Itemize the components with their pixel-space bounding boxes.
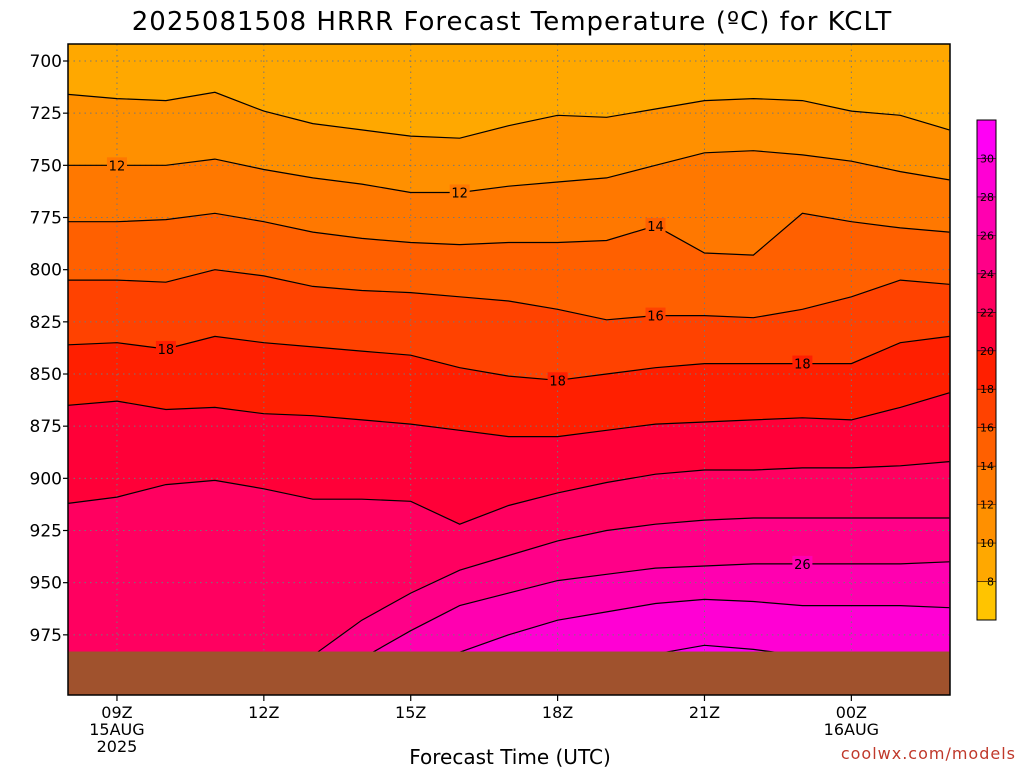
colorbar-label: 14 — [980, 460, 994, 473]
colorbar-swatch — [977, 196, 996, 236]
y-tick-label: 825 — [30, 313, 62, 333]
colorbar-label: 8 — [987, 576, 994, 589]
colorbar-label: 16 — [980, 422, 994, 435]
colorbar-swatch — [977, 504, 996, 544]
credit-text: coolwx.com/models — [841, 744, 1016, 763]
contour-label-bg — [645, 217, 666, 234]
ground-layer — [68, 651, 950, 695]
contour-14 — [68, 212, 950, 256]
contour-label: 16 — [647, 310, 664, 325]
ground-surface — [68, 651, 950, 695]
y-tick-label: 900 — [30, 469, 62, 489]
y-tick-label: 850 — [30, 365, 62, 385]
contour-16 — [68, 269, 950, 321]
y-tick-label: 950 — [30, 574, 62, 594]
contour-label: 14 — [647, 220, 664, 235]
colorbar-swatch — [977, 235, 996, 275]
contour-22 — [68, 461, 950, 525]
colorbar-swatch — [977, 543, 996, 583]
colorbar-swatch — [977, 389, 996, 429]
contour-label-bg — [792, 555, 813, 572]
colorbar-label: 22 — [980, 306, 994, 319]
contour-label: 18 — [794, 358, 811, 373]
colorbar-label: 10 — [980, 537, 994, 550]
colorbar-swatch — [977, 273, 996, 313]
y-tick-label: 725 — [30, 104, 62, 124]
x-tick-label: 09Z — [101, 703, 132, 722]
colorbar-swatch — [977, 312, 996, 352]
colorbar: 8 10 12 14 16 18 20 22 24 26 28 30 — [976, 119, 997, 621]
contour-10 — [68, 91, 950, 139]
contour-label: 18 — [549, 374, 566, 389]
contour-label: 18 — [158, 343, 175, 358]
contour-label-bg — [155, 340, 176, 357]
y-tick-label: 800 — [30, 261, 62, 281]
x-tick-label: 2025 — [97, 737, 138, 756]
colorbar-swatch — [977, 427, 996, 467]
x-tick-label: 21Z — [689, 703, 720, 722]
x-tick-label: 15AUG — [89, 720, 144, 739]
colorbar-label: 12 — [980, 499, 994, 512]
colorbar-swatch — [977, 581, 996, 621]
colorbar-swatch — [977, 350, 996, 390]
colorbar-swatch — [977, 158, 996, 198]
colorbar-label: 18 — [980, 383, 994, 396]
contour-24 — [312, 517, 950, 657]
contour-26 — [366, 561, 950, 657]
contour-label-bg — [106, 157, 127, 174]
x-tick-label: 00Z — [836, 703, 867, 722]
y-tick-label: 775 — [30, 209, 62, 229]
y-tick-label: 700 — [30, 52, 62, 72]
x-tick-label: 15Z — [395, 703, 426, 722]
contour-28 — [449, 598, 950, 657]
temperature-fill-layer — [68, 44, 950, 695]
contour-label-bg — [547, 372, 568, 389]
plot-area: 12 12 14 16 18 18 18 26 — [68, 44, 950, 695]
contour-label: 26 — [794, 558, 811, 573]
contour-label-bg — [792, 355, 813, 372]
contour-label-bg — [449, 184, 470, 201]
x-axis-label: Forecast Time (UTC) — [409, 745, 611, 768]
colorbar-label: 24 — [980, 268, 994, 281]
x-tick-label: 18Z — [542, 703, 573, 722]
colorbar-label: 30 — [980, 152, 994, 165]
colorbar-frame — [976, 119, 997, 621]
x-tick-label: 16AUG — [824, 720, 879, 739]
contour-12 — [68, 150, 950, 194]
y-tick-label: 750 — [30, 156, 62, 176]
colorbar-swatch — [977, 466, 996, 506]
colorbar-label: 26 — [980, 229, 994, 242]
contour-20 — [68, 392, 950, 438]
contour-label: 12 — [451, 186, 468, 201]
y-tick-label: 975 — [30, 626, 62, 646]
colorbar-swatch — [977, 120, 996, 159]
chart-title: 2025081508 HRRR Forecast Temperature (ºC… — [132, 7, 892, 37]
contour-label-bg — [645, 307, 666, 324]
y-tick-label: 875 — [30, 417, 62, 437]
y-axis: 700 725 750 775 800 825 850 875 900 925 950 975 — [30, 52, 68, 646]
y-tick-label: 925 — [30, 522, 62, 542]
contour-label: 12 — [109, 159, 126, 174]
x-tick-label: 12Z — [248, 703, 279, 722]
plot-frame — [67, 43, 951, 696]
colorbar-label: 20 — [980, 345, 994, 358]
colorbar-label: 28 — [980, 191, 994, 204]
contour-labels: 12 12 14 16 18 18 18 26 — [106, 157, 813, 573]
